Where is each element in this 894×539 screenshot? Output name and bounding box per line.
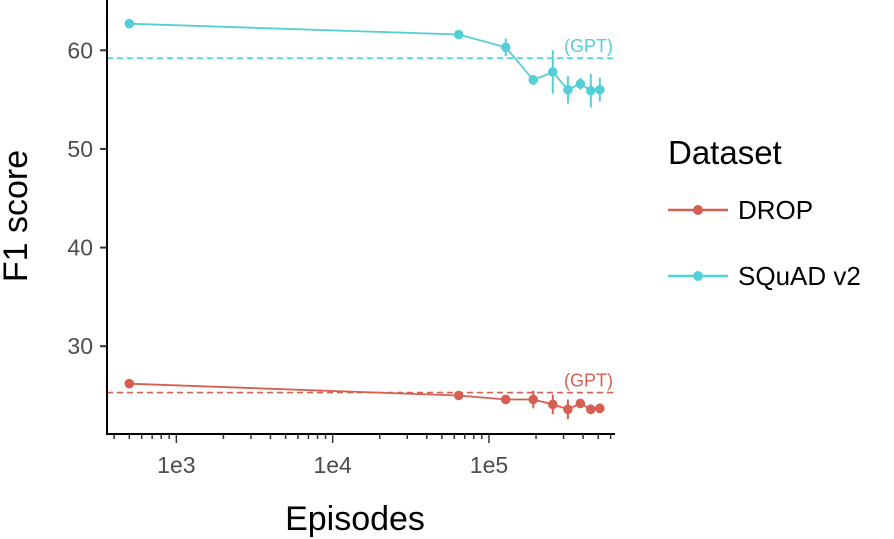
legend-drop-marker (693, 205, 703, 215)
drop-data-point (595, 403, 605, 414)
squad-data-point (575, 79, 586, 89)
drop-data-point (585, 404, 596, 415)
drop-data-point (528, 394, 539, 405)
squad-data-point (500, 42, 511, 53)
legend-item-drop: DROP (668, 195, 813, 225)
x-tick-label: 1e4 (313, 452, 352, 478)
legend: Dataset DROP SQuAD v2 (668, 134, 861, 291)
squad-data-point (585, 85, 596, 96)
drop-data-point (563, 404, 573, 415)
squad-data-point (124, 18, 135, 29)
legend-squad-marker (693, 271, 703, 281)
drop-series-line (129, 382, 600, 411)
squad-reference-label: (GPT) (564, 36, 613, 56)
legend-title: Dataset (668, 134, 782, 171)
squad-data-point (528, 75, 539, 85)
x-tick-label: 1e5 (470, 452, 508, 478)
series-drop: (GPT) (107, 371, 615, 420)
drop-data-point (124, 378, 135, 389)
y-axis-title: F1 score (0, 150, 35, 282)
squad-data-point (563, 84, 573, 95)
y-tick-label: 30 (67, 333, 93, 359)
legend-drop-label: DROP (738, 195, 813, 225)
axes: 30 40 50 60 1e3 1e4 1e5 (67, 0, 615, 478)
drop-data-point (547, 399, 558, 410)
legend-item-squad: SQuAD v2 (668, 261, 861, 291)
y-tick-label: 60 (67, 37, 93, 63)
squad-data-point (595, 84, 605, 95)
drop-data-point (453, 390, 464, 401)
y-tick-label: 50 (67, 136, 93, 162)
legend-squad-label: SQuAD v2 (738, 261, 861, 291)
drop-reference-label: (GPT) (564, 371, 613, 391)
x-tick-label: 1e3 (157, 452, 195, 478)
drop-data-point (575, 398, 586, 409)
y-tick-label: 40 (67, 235, 93, 261)
series-squad: (GPT) (107, 18, 615, 108)
plot-area: (GPT) (GPT) (107, 18, 615, 420)
x-axis-title: Episodes (285, 500, 425, 538)
squad-data-point (547, 67, 558, 77)
drop-data-point (500, 394, 511, 405)
squad-data-point (453, 29, 464, 40)
